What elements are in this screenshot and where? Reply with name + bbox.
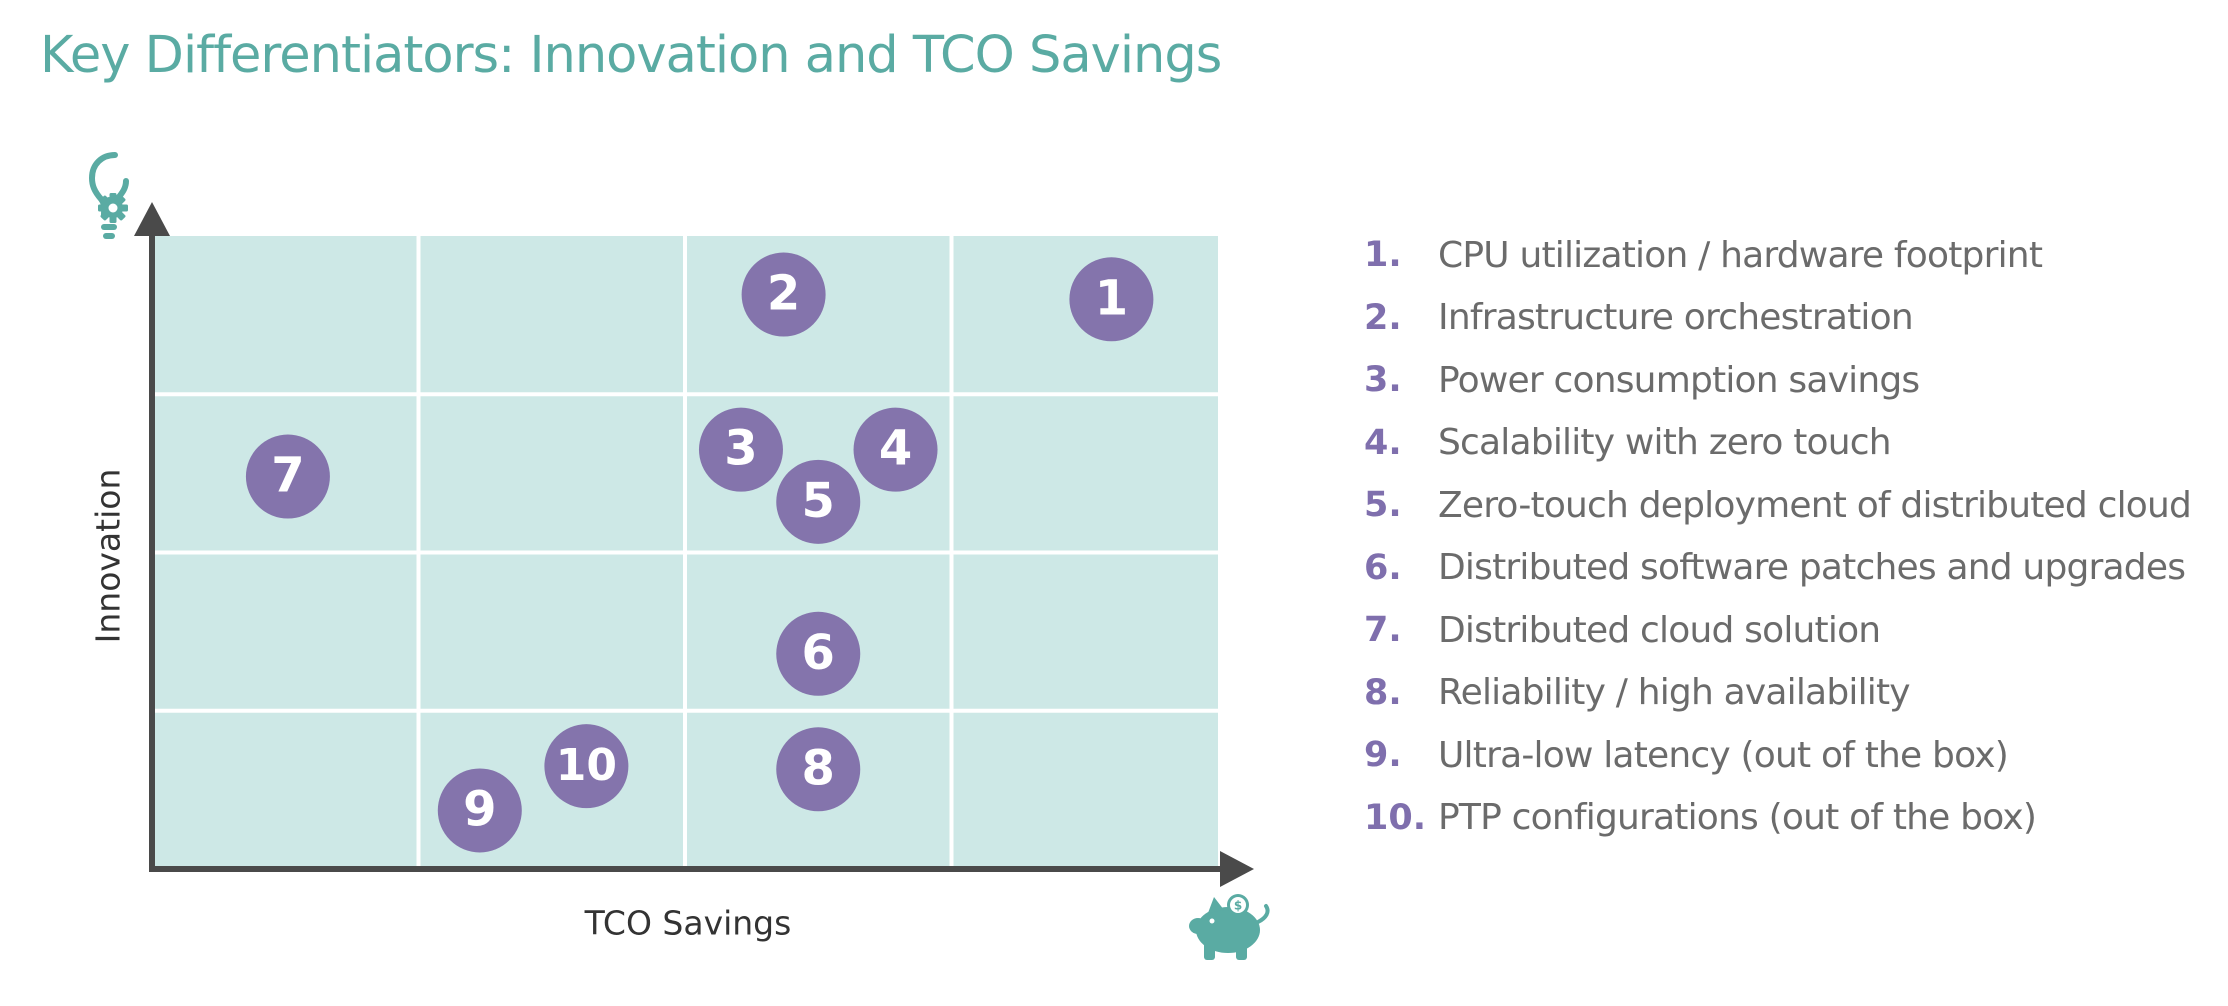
grid-cell: [420, 554, 683, 709]
point-8: 8: [776, 727, 861, 812]
point-label: 9: [463, 781, 496, 837]
legend-item: 3. Power consumption savings: [1364, 349, 2191, 412]
point-marker: [698, 407, 783, 492]
point-label: 4: [879, 421, 912, 477]
svg-text:$: $: [1234, 899, 1242, 913]
x-axis-label: TCO Savings: [584, 904, 792, 943]
point-marker: [776, 459, 861, 544]
grid-cell: [953, 554, 1218, 709]
point-3: 3: [698, 407, 783, 492]
grid-cell: [152, 712, 417, 869]
grid-cell: [420, 396, 683, 551]
legend-item: 8. Reliability / high availability: [1364, 662, 2191, 725]
legend-number: 9.: [1364, 735, 1402, 776]
legend-item: 2. Infrastructure orchestration: [1364, 287, 2191, 350]
point-marker: [1069, 257, 1154, 342]
legend-number: 8.: [1364, 672, 1402, 713]
grid-cell: [152, 554, 417, 709]
legend-number: 1.: [1364, 235, 1402, 276]
point-marker: [741, 252, 826, 337]
point-4: 4: [853, 407, 938, 492]
grid-cell: [953, 712, 1218, 869]
point-label: 5: [802, 473, 835, 529]
point-9: 9: [437, 768, 522, 853]
legend-number: 10.: [1364, 797, 1427, 838]
legend-number: 5.: [1364, 485, 1402, 526]
point-marker: [437, 768, 522, 853]
point-marker: [776, 611, 861, 696]
legend-number: 2.: [1364, 297, 1402, 338]
legend-number: 6.: [1364, 547, 1402, 588]
y-axis-arrowhead: [134, 202, 170, 236]
page-title: Key Differentiators: Innovation and TCO …: [40, 26, 1222, 85]
legend-item: 1. CPU utilization / hardware footprint: [1364, 224, 2191, 287]
legend-text: PTP configurations (out of the box): [1438, 797, 2037, 839]
grid-cell: [953, 396, 1218, 551]
legend-text: Infrastructure orchestration: [1438, 297, 1914, 339]
point-label: 10: [556, 740, 617, 791]
y-axis-label: Innovation: [89, 469, 128, 644]
point-label: 8: [802, 740, 835, 796]
point-marker: [776, 727, 861, 812]
legend-text: Distributed software patches and upgrade…: [1438, 547, 2186, 589]
point-6: 6: [776, 611, 861, 696]
legend-item: 6. Distributed software patches and upgra…: [1364, 537, 2191, 600]
point-marker: [544, 724, 629, 809]
legend-number: 7.: [1364, 610, 1402, 651]
point-10: 10: [544, 724, 629, 809]
point-label: 1: [1095, 270, 1128, 326]
grid-cell: [420, 236, 683, 393]
legend-number: 3.: [1364, 360, 1402, 401]
point-marker: [853, 407, 938, 492]
point-2: 2: [741, 252, 826, 337]
chart-grid: [152, 236, 1218, 869]
x-axis-arrowhead: [1220, 851, 1254, 887]
legend-text: Scalability with zero touch: [1438, 422, 1892, 464]
legend-text: Ultra-low latency (out of the box): [1438, 734, 2009, 776]
chart: Innovation TCO Savings: [88, 152, 1270, 960]
point-7: 7: [245, 434, 330, 519]
point-5: 5: [776, 459, 861, 544]
legend-item: 10. PTP configurations (out of the box): [1364, 787, 2191, 850]
legend-item: 7. Distributed cloud solution: [1364, 599, 2191, 662]
legend-item: 4. Scalability with zero touch: [1364, 412, 2191, 475]
lightbulb-gear-icon: [88, 152, 129, 239]
legend-number: 4.: [1364, 422, 1402, 463]
point-marker: [245, 434, 330, 519]
legend-text: Distributed cloud solution: [1438, 609, 1881, 651]
piggy-bank-icon: $: [1189, 894, 1270, 960]
legend-text: Power consumption savings: [1438, 359, 1920, 401]
point-1: 1: [1069, 257, 1154, 342]
point-label: 2: [767, 266, 800, 322]
chart-points: 1 2 3 45 6 7 8 9 10: [245, 252, 1154, 853]
point-label: 7: [271, 448, 304, 504]
legend-item: 9. Ultra-low latency (out of the box): [1364, 724, 2191, 787]
point-label: 3: [724, 421, 757, 477]
point-label: 6: [802, 625, 835, 681]
legend: 1. CPU utilization / hardware footprint 2.…: [1364, 224, 2192, 850]
legend-item: 5. Zero-touch deployment of distributed c…: [1364, 474, 2192, 537]
legend-text: Reliability / high availability: [1438, 672, 1911, 714]
legend-text: Zero-touch deployment of distributed clo…: [1438, 484, 2192, 526]
gear-icon: [98, 193, 128, 223]
grid-cell: [152, 236, 417, 393]
legend-text: CPU utilization / hardware footprint: [1438, 234, 2043, 276]
